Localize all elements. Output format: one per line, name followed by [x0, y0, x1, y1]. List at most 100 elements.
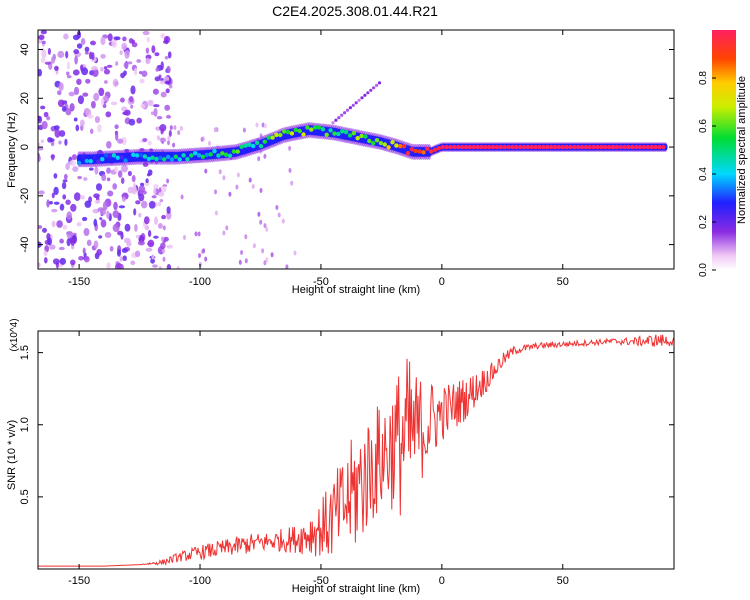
- x-tick-label: -150: [68, 575, 90, 587]
- heatmap-ridge-cell: [181, 153, 186, 158]
- snr-frame: [37, 330, 675, 570]
- heatmap-noise-cell: [159, 137, 167, 143]
- heatmap-noise-cell: [136, 117, 143, 124]
- heatmap-noise-cell: [147, 101, 154, 107]
- heatmap-ridge-cell: [274, 132, 279, 138]
- heatmap-noise-cell: [93, 218, 98, 227]
- heatmap-ridge-cell: [487, 144, 492, 150]
- heatmap-noise-cell: [82, 92, 89, 97]
- heatmap-ridge-cell: [100, 157, 105, 162]
- heatmap-ridge-cell: [247, 142, 252, 147]
- heatmap-noise-cell: [163, 185, 167, 193]
- heatmap-noise-cell: [164, 80, 171, 85]
- spectrogram-heat: [38, 30, 668, 269]
- heatmap-ridge-cell: [154, 156, 159, 162]
- heatmap-noise-cell: [58, 130, 66, 137]
- heatmap-ridge-cell: [134, 153, 140, 158]
- x-tick-label: 0: [439, 276, 445, 288]
- heatmap-noise-cell: [117, 138, 124, 144]
- heatmap-noise-cell: [76, 43, 83, 49]
- heatmap-noise-cell: [40, 30, 47, 35]
- heatmap-noise-cell: [117, 230, 123, 236]
- heatmap-noise-cell: [138, 212, 142, 218]
- heatmap-noise-cell: [147, 230, 152, 237]
- heatmap-ridge-cell: [309, 127, 314, 132]
- heatmap-noise-cell: [43, 111, 49, 118]
- heatmap-noise-cell: [225, 225, 229, 231]
- heatmap-noise-cell: [68, 91, 75, 97]
- heatmap-noise-cell: [290, 180, 294, 186]
- heatmap-noise-cell: [153, 104, 160, 108]
- heatmap-ridge-cell: [193, 151, 198, 156]
- heatmap-ridge-cell: [579, 144, 585, 150]
- heatmap-noise-cell: [69, 160, 76, 167]
- heatmap-noise-cell: [138, 185, 146, 193]
- heatmap-noise-cell: [242, 127, 246, 133]
- heatmap-noise-cell: [160, 91, 167, 98]
- heatmap-ridge-cell: [189, 153, 194, 158]
- heatmap-noise-cell: [38, 154, 41, 163]
- heatmap-noise-cell: [84, 46, 90, 53]
- heatmap-noise-cell: [85, 78, 91, 84]
- heatmap-ridge-cell: [258, 143, 264, 149]
- heatmap-ridge-cell: [591, 144, 596, 150]
- heatmap-ridge-cell: [456, 144, 461, 150]
- heatmap-noise-cell: [76, 222, 82, 227]
- heatmap-noise-cell: [154, 52, 160, 57]
- heatmap-ridge-cell: [374, 138, 380, 143]
- heatmap-noise-cell: [83, 255, 90, 263]
- heatmap-noise-cell: [112, 210, 120, 218]
- heatmap-noise-cell: [228, 191, 232, 197]
- heatmap-noise-cell: [100, 36, 106, 46]
- colorbar-ticks: 0.0 0.2 0.4 0.6 0.8: [698, 71, 716, 277]
- heatmap-ridge-cell: [142, 154, 148, 159]
- heatmap-ridge-cell: [390, 140, 395, 145]
- heatmap-ridge-cell: [316, 125, 322, 130]
- heatmap-ridge-cell: [165, 154, 171, 160]
- heatmap-ridge-cell: [448, 144, 453, 150]
- heatmap-noise-cell: [96, 124, 102, 133]
- heatmap-noise-cell: [80, 64, 84, 72]
- heatmap-noise-cell: [46, 199, 50, 208]
- colorbar: [712, 30, 736, 270]
- heatmap-noise-cell: [194, 231, 198, 237]
- heatmap-noise-cell: [84, 200, 92, 208]
- heatmap-noise-cell: [204, 168, 208, 174]
- heatmap-noise-cell: [164, 104, 171, 111]
- heatmap-noise-cell: [161, 214, 167, 220]
- heatmap-noise-cell: [114, 124, 119, 130]
- heatmap-noise-cell: [102, 201, 108, 211]
- heatmap-noise-cell: [158, 201, 162, 207]
- heatmap-noise-cell: [154, 76, 161, 82]
- heatmap-streak-cell: [348, 106, 352, 110]
- heatmap-noise-cell: [288, 145, 292, 151]
- heatmap-noise-cell: [112, 183, 118, 190]
- snr-y-ticks: 0.5 1.0 1.5: [19, 345, 674, 505]
- heatmap-ridge-cell: [119, 155, 124, 160]
- heatmap-noise-cell: [106, 167, 111, 174]
- heatmap-noise-cell: [285, 264, 289, 269]
- heatmap-noise-cell: [61, 105, 67, 112]
- heatmap-noise-cell: [100, 54, 106, 59]
- heatmap-noise-cell: [73, 86, 80, 96]
- heatmap-noise-cell: [145, 57, 151, 65]
- heatmap-noise-cell: [41, 120, 48, 130]
- heatmap-ridge-cell: [196, 153, 202, 158]
- heatmap-noise-cell: [102, 103, 107, 109]
- heatmap-noise-cell: [208, 140, 211, 146]
- heatmap-ridge-cell: [467, 144, 473, 150]
- heatmap-noise-cell: [161, 249, 166, 253]
- heatmap-noise-cell: [41, 40, 46, 45]
- heatmap-noise-cell: [255, 122, 259, 128]
- heatmap-ridge-cell: [568, 144, 573, 150]
- heatmap-noise-cell: [106, 141, 112, 149]
- heatmap-ridge-cell: [223, 152, 229, 157]
- heatmap-ridge-cell: [92, 155, 97, 160]
- heatmap-noise-cell: [88, 167, 94, 171]
- heatmap-noise-cell: [134, 224, 138, 232]
- heatmap-noise-cell: [263, 223, 267, 229]
- spectrogram-y-label: Frequency (Hz): [6, 112, 18, 188]
- heatmap-ridge-cell: [204, 152, 209, 158]
- heatmap-streak-cell: [366, 91, 370, 95]
- heatmap-noise-cell: [119, 263, 124, 269]
